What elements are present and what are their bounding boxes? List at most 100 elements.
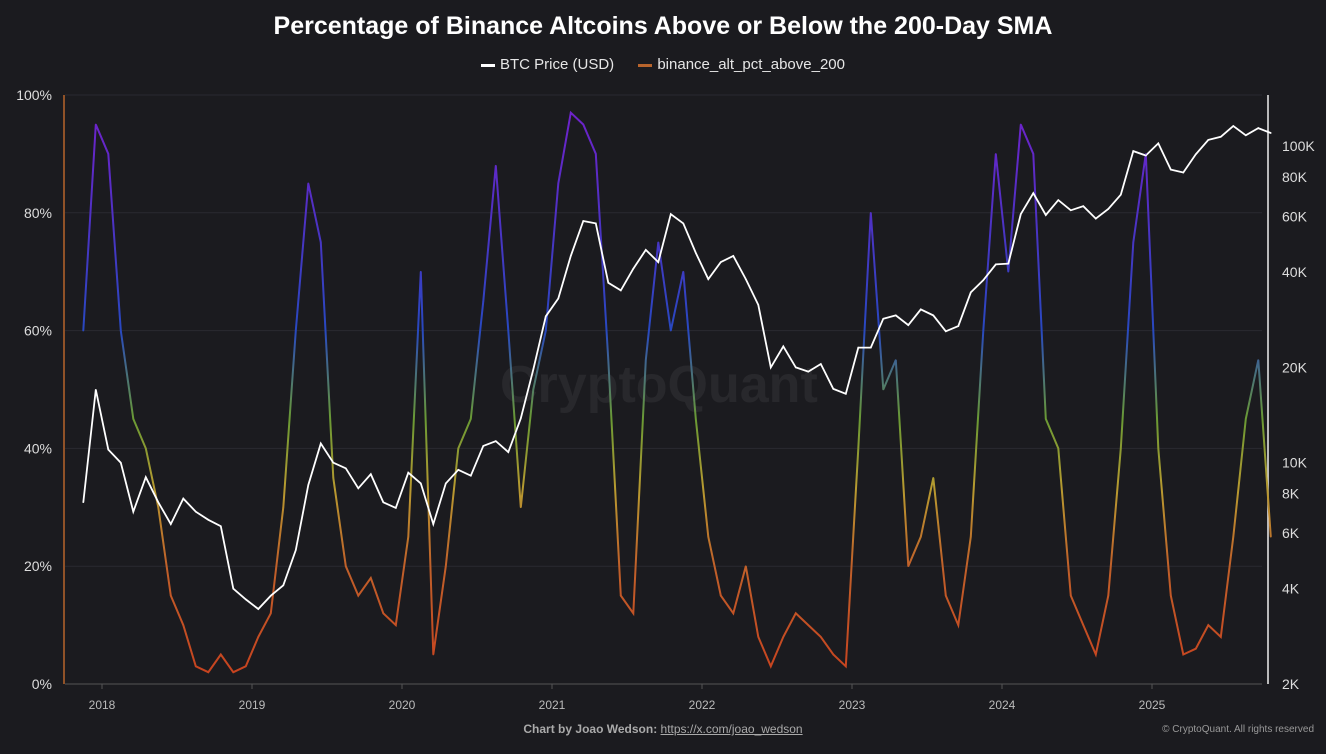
alt-pct-point xyxy=(1044,418,1047,420)
alt-pct-point xyxy=(682,270,685,273)
alt-pct-point xyxy=(457,447,460,450)
btc-price-point xyxy=(882,317,885,320)
alt-pct-point xyxy=(1219,636,1222,638)
btc-price-point xyxy=(244,598,247,601)
alt-pct-point xyxy=(1157,447,1160,450)
y-right-tick-label: 10K xyxy=(1282,455,1308,471)
alt-pct-point xyxy=(1244,418,1247,420)
alt-pct-point xyxy=(294,329,297,332)
x-tick-label: 2020 xyxy=(389,698,416,712)
legend-swatch-btc xyxy=(480,63,495,67)
alt-pct-point xyxy=(244,665,247,668)
alt-pct-point xyxy=(1032,153,1035,155)
alt-pct-point xyxy=(869,212,872,214)
alt-pct-point xyxy=(1182,653,1185,656)
alt-pct-point xyxy=(169,594,172,597)
alt-pct-point xyxy=(344,565,347,567)
btc-price-point xyxy=(1032,192,1035,194)
alt-pct-point xyxy=(1257,359,1260,361)
btc-price-point xyxy=(194,510,197,513)
btc-price-point xyxy=(319,442,322,445)
btc-price-point xyxy=(594,222,597,225)
y-right-tick-label: 4K xyxy=(1282,581,1300,597)
alt-pct-point xyxy=(1069,594,1072,597)
alt-pct-point xyxy=(357,594,360,597)
legend-item-btc[interactable]: BTC Price (USD) xyxy=(480,56,614,73)
btc-price-point xyxy=(632,267,635,270)
btc-price-point xyxy=(944,330,947,333)
btc-price-point xyxy=(1119,193,1122,196)
alt-pct-point xyxy=(1169,594,1172,597)
y-left-tick-label: 60% xyxy=(24,323,52,339)
btc-price-point xyxy=(569,255,572,257)
alt-pct-point xyxy=(882,388,885,391)
btc-price-point xyxy=(707,278,710,280)
btc-price-point xyxy=(1157,142,1160,145)
btc-price-point xyxy=(669,213,672,215)
btc-price-point xyxy=(1257,127,1260,129)
btc-price-point xyxy=(857,346,860,349)
btc-price-point xyxy=(1094,217,1097,220)
alt-pct-point xyxy=(119,329,122,332)
alt-pct-point xyxy=(557,182,560,185)
copyright: © CryptoQuant. All rights reserved xyxy=(1162,724,1314,735)
btc-price-point xyxy=(232,587,235,590)
alt-pct-point xyxy=(1207,624,1210,626)
credit-link[interactable]: https://x.com/joao_wedson xyxy=(660,722,803,736)
alt-pct-point xyxy=(1232,535,1235,538)
alt-pct-point xyxy=(569,111,572,114)
alt-pct-point xyxy=(694,418,697,420)
btc-price-point xyxy=(932,314,935,317)
alt-pct-point xyxy=(644,359,647,361)
chart-title: Percentage of Binance Altcoins Above or … xyxy=(273,12,1053,40)
btc-price-point xyxy=(357,487,360,490)
btc-price-point xyxy=(1169,168,1172,171)
y-right-tick-label: 60K xyxy=(1282,208,1308,224)
alt-pct-point xyxy=(494,164,497,167)
btc-price-point xyxy=(819,363,822,365)
btc-price-point xyxy=(957,325,960,327)
btc-price-point xyxy=(294,549,297,551)
btc-price-point xyxy=(982,279,985,282)
alt-pct-point xyxy=(819,636,822,638)
alt-pct-point xyxy=(607,359,610,361)
btc-price-point xyxy=(607,282,610,284)
legend-item-alt[interactable]: binance_alt_pct_above_200 xyxy=(638,56,845,73)
x-tick-label: 2021 xyxy=(539,698,566,712)
btc-price-point xyxy=(1194,153,1197,156)
btc-price-point xyxy=(519,417,522,420)
btc-price-point xyxy=(557,297,560,300)
alt-pct-point xyxy=(219,653,222,656)
y-left-tick-label: 20% xyxy=(24,558,52,574)
btc-price-point xyxy=(869,346,872,349)
btc-price-point xyxy=(1269,132,1272,134)
btc-price-point xyxy=(894,314,897,317)
btc-price-point xyxy=(457,468,460,471)
alt-pct-point xyxy=(157,506,160,509)
btc-price-point xyxy=(207,519,210,521)
btc-price-point xyxy=(832,388,835,390)
alt-pct-point xyxy=(519,506,522,509)
btc-price-point xyxy=(757,304,760,306)
alt-pct-point xyxy=(507,329,510,332)
btc-price-point xyxy=(1244,134,1247,137)
legend-label-alt: binance_alt_pct_above_200 xyxy=(657,56,845,73)
btc-price-point xyxy=(482,445,485,447)
alt-pct-point xyxy=(919,535,922,538)
btc-price-point xyxy=(1219,135,1222,138)
alt-pct-point xyxy=(1107,594,1110,597)
btc-price-point xyxy=(769,366,772,369)
alt-pct-line xyxy=(82,110,1272,674)
btc-price-point xyxy=(257,608,260,610)
btc-price-point xyxy=(644,249,647,251)
btc-price-point xyxy=(369,473,372,475)
btc-price-point xyxy=(969,291,972,294)
alt-pct-point xyxy=(369,577,372,579)
btc-price-point xyxy=(119,461,122,464)
alt-pct-point xyxy=(132,418,135,420)
alt-pct-point xyxy=(619,594,622,597)
alt-pct-point xyxy=(1082,624,1085,626)
legend: BTC Price (USD) binance_alt_pct_above_20… xyxy=(0,56,1326,73)
alt-pct-point xyxy=(994,153,997,155)
watermark: CryptoQuant xyxy=(500,356,818,414)
